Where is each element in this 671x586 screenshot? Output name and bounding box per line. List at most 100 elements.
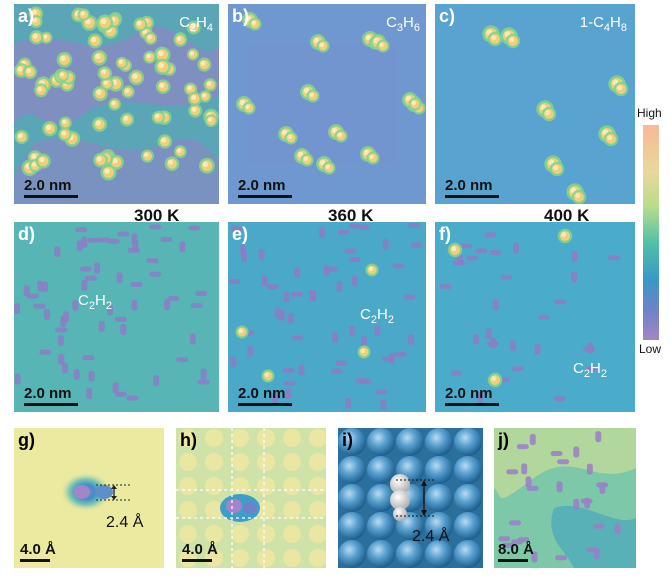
dimer bbox=[517, 537, 530, 543]
surface-atom bbox=[396, 428, 424, 456]
surface-atom bbox=[425, 484, 453, 512]
dimer bbox=[498, 536, 511, 542]
adsorbate-core bbox=[491, 376, 497, 382]
dimer bbox=[189, 333, 196, 345]
lattice-spot bbox=[179, 429, 197, 447]
adsorbate-core bbox=[132, 73, 138, 79]
dimer bbox=[580, 498, 593, 504]
dimer bbox=[374, 325, 381, 337]
panel-f: f) C2H2 2.0 nm bbox=[435, 222, 635, 412]
dimer bbox=[63, 311, 70, 323]
lattice-spot bbox=[205, 549, 223, 567]
colorbar bbox=[643, 125, 659, 340]
adsorbate-core bbox=[112, 158, 118, 164]
adsorbate-core bbox=[136, 20, 142, 26]
dimer bbox=[43, 308, 50, 320]
adsorbate-core bbox=[368, 266, 374, 272]
adsorbate-core bbox=[319, 42, 325, 48]
adsorbate-core bbox=[37, 86, 43, 92]
dimer bbox=[553, 396, 566, 402]
dimer bbox=[492, 299, 499, 311]
temperature-360k: 360 K bbox=[328, 206, 373, 226]
dimer bbox=[285, 388, 292, 400]
panel-label: i) bbox=[342, 430, 353, 450]
lattice-spot bbox=[179, 525, 197, 543]
dimer bbox=[585, 366, 598, 372]
dimer bbox=[349, 325, 356, 337]
stm-image-g bbox=[14, 428, 164, 568]
dimer bbox=[114, 316, 127, 322]
adsorbate-core bbox=[32, 18, 38, 23]
dimer bbox=[614, 523, 621, 535]
panel-label: d) bbox=[18, 224, 35, 244]
dimer bbox=[278, 309, 285, 321]
dimer bbox=[26, 293, 39, 299]
adsorbate-core bbox=[191, 107, 197, 112]
lattice-spot bbox=[231, 549, 249, 567]
panel-label: e) bbox=[232, 224, 249, 244]
dimer bbox=[484, 232, 497, 238]
dimer bbox=[531, 551, 538, 563]
dimer bbox=[332, 331, 339, 343]
adsorbate-core bbox=[95, 120, 101, 126]
dimer bbox=[348, 256, 361, 262]
surface-atom bbox=[338, 512, 366, 540]
dimer bbox=[571, 250, 578, 262]
dimer bbox=[112, 382, 119, 394]
stm-image-e bbox=[228, 222, 426, 412]
dimer bbox=[360, 336, 367, 348]
adsorbate-core bbox=[190, 24, 195, 29]
dimer bbox=[607, 255, 620, 261]
dimer bbox=[410, 242, 423, 248]
dimer bbox=[282, 367, 295, 373]
dimer bbox=[456, 254, 463, 266]
adsorbate-core bbox=[100, 18, 107, 25]
dimer bbox=[230, 226, 243, 232]
dimer bbox=[325, 266, 338, 272]
dimer bbox=[266, 284, 279, 290]
adsorbate-core bbox=[575, 193, 581, 199]
dimer bbox=[330, 368, 343, 374]
surface-atom bbox=[454, 512, 482, 540]
stm-image-c bbox=[435, 4, 635, 204]
dimer bbox=[240, 244, 247, 256]
dimer bbox=[380, 399, 387, 411]
surface-atom bbox=[338, 540, 366, 568]
dimer bbox=[176, 357, 189, 363]
dimer bbox=[509, 520, 522, 526]
panel-j: j) 8.0 Å bbox=[494, 428, 636, 568]
adsorbate-core bbox=[159, 82, 165, 88]
dimer bbox=[287, 312, 294, 324]
surface-atom bbox=[367, 540, 395, 568]
stm-image-d bbox=[14, 222, 219, 412]
surface-atom bbox=[338, 456, 366, 484]
lattice-spot bbox=[205, 429, 223, 447]
dimer bbox=[571, 271, 578, 283]
scale-bar: 4.0 Å bbox=[182, 541, 218, 562]
lattice-spot bbox=[179, 549, 197, 567]
adsorbate-core bbox=[123, 115, 129, 121]
temperature-400k: 400 K bbox=[544, 206, 589, 226]
stm-image-a bbox=[14, 4, 219, 204]
adsorbate-core bbox=[607, 135, 613, 141]
dimer bbox=[309, 290, 316, 302]
adsorbate-core bbox=[309, 92, 315, 98]
dimer bbox=[359, 378, 372, 384]
adsorbate-core bbox=[509, 37, 515, 43]
dimer bbox=[573, 498, 580, 510]
dimer bbox=[500, 274, 513, 280]
dimer bbox=[382, 238, 389, 250]
dimer bbox=[57, 335, 64, 347]
adsorbate-core bbox=[411, 100, 417, 106]
dimer bbox=[190, 302, 203, 308]
dimer bbox=[94, 262, 101, 274]
dimer bbox=[42, 281, 49, 293]
adsorbate-core bbox=[303, 156, 309, 162]
adsorbate-core bbox=[17, 66, 23, 72]
lattice-spot bbox=[257, 429, 275, 447]
adsorbate-core bbox=[207, 117, 213, 122]
dimer bbox=[33, 303, 46, 309]
molecule-label: C2H4 bbox=[179, 14, 213, 34]
adsorbate-core bbox=[264, 372, 270, 378]
lattice-spot bbox=[309, 429, 326, 447]
